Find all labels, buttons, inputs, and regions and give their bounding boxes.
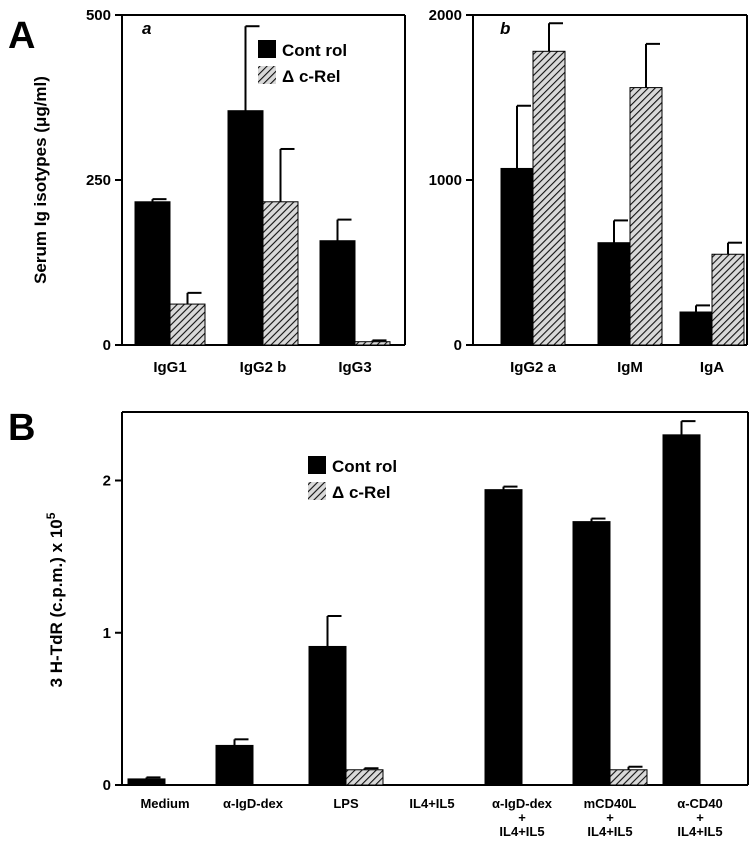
panel-b-letter: B — [8, 407, 35, 449]
legend-label-mutant: Δ c-Rel — [332, 483, 391, 502]
subpanel-letter: b — [500, 19, 510, 38]
bar-control-1 — [501, 168, 533, 345]
y-ticks: 0 250 500 — [86, 7, 122, 354]
category-label: IgG2 a — [510, 359, 557, 376]
bars — [128, 421, 700, 785]
y-tick-label: 2 — [103, 473, 111, 490]
category-labels: IgG1 IgG2 b IgG3 — [153, 359, 371, 376]
legend-swatch-mutant — [308, 482, 326, 500]
bar-mutant-6 — [610, 770, 647, 785]
bar-control-7 — [663, 435, 700, 785]
y-tick-label: 500 — [86, 7, 111, 24]
category-label: α-IgD-dex — [223, 796, 284, 811]
category-label: IgM — [617, 359, 643, 376]
figure-canvas: A B a Serum Ig isotypes (μg/ml) 0 250 500 … — [0, 0, 756, 853]
legend-swatch-mutant — [258, 66, 276, 84]
y-ticks: 0 1000 2000 — [429, 7, 473, 354]
y-tick-label: 2000 — [429, 7, 462, 24]
bar-control-2 — [216, 745, 253, 785]
bar-mutant-1 — [533, 51, 565, 345]
category-label: Medium — [140, 796, 189, 811]
panel-a-letter: A — [8, 15, 35, 57]
y-tick-label: 0 — [454, 337, 462, 354]
bar-control-1 — [128, 779, 165, 785]
bar-control-3 — [680, 312, 712, 345]
y-tick-label: 0 — [103, 777, 111, 794]
legend-label-control: Cont rol — [332, 457, 397, 476]
category-label: IgG2 b — [240, 359, 287, 376]
bar-control-2 — [598, 243, 630, 345]
chart-a-left: a Serum Ig isotypes (μg/ml) 0 250 500 IgG1… — [31, 7, 405, 376]
category-label: IL4+IL5 — [409, 796, 454, 811]
category-label: IgG3 — [338, 359, 371, 376]
y-tick-label: 250 — [86, 172, 111, 189]
bar-control-1 — [135, 202, 170, 345]
category-label: + — [518, 810, 526, 825]
legend-swatch-control — [308, 456, 326, 474]
legend-label-mutant: Δ c-Rel — [282, 67, 341, 86]
bar-control-3 — [320, 241, 355, 345]
category-label: + — [696, 810, 704, 825]
y-axis-label: Serum Ig isotypes (μg/ml) — [31, 76, 50, 284]
category-label: IL4+IL5 — [587, 824, 632, 839]
category-label: mCD40L — [584, 796, 637, 811]
legend: Cont rol Δ c-Rel — [308, 456, 397, 502]
legend-swatch-control — [258, 40, 276, 58]
bar-control-5 — [485, 490, 522, 785]
bars — [501, 23, 744, 345]
category-label: + — [606, 810, 614, 825]
category-label: α-IgD-dex — [492, 796, 553, 811]
y-axis-label-main: 3 H-TdR (c.p.m.) x 10 — [47, 519, 66, 687]
y-tick-label: 1000 — [429, 172, 462, 189]
chart-b: 3 H-TdR (c.p.m.) x 105 0 1 2 Medium α-IgD-d… — [44, 412, 748, 839]
y-ticks: 0 1 2 — [103, 473, 122, 794]
category-labels: IgG2 a IgM IgA — [510, 359, 724, 376]
chart-a-right: b 0 1000 2000 IgG2 a IgM IgA — [429, 7, 747, 376]
legend: Cont rol Δ c-Rel — [258, 40, 347, 86]
bar-mutant-3 — [355, 342, 390, 345]
bar-control-3 — [309, 646, 346, 785]
bar-control-6 — [573, 522, 610, 785]
y-tick-label: 0 — [103, 337, 111, 354]
category-label: α-CD40 — [677, 796, 723, 811]
category-label: IgA — [700, 359, 724, 376]
category-label: IL4+IL5 — [677, 824, 722, 839]
legend-label-control: Cont rol — [282, 41, 347, 60]
y-axis-label-exponent: 5 — [44, 512, 58, 519]
bar-mutant-3 — [346, 770, 383, 785]
category-label: IgG1 — [153, 359, 186, 376]
bar-mutant-2 — [630, 88, 662, 345]
y-tick-label: 1 — [103, 625, 111, 642]
bar-mutant-1 — [170, 304, 205, 345]
y-axis-label: 3 H-TdR (c.p.m.) x 105 — [44, 512, 66, 687]
category-label: IL4+IL5 — [499, 824, 544, 839]
category-labels: Medium α-IgD-dex LPS IL4+IL5 α-IgD-dex+IL4+I… — [140, 796, 722, 839]
subpanel-letter: a — [142, 19, 151, 38]
bar-mutant-2 — [263, 202, 298, 345]
category-label: LPS — [333, 796, 359, 811]
bar-control-2 — [228, 111, 263, 345]
bar-mutant-3 — [712, 254, 744, 345]
